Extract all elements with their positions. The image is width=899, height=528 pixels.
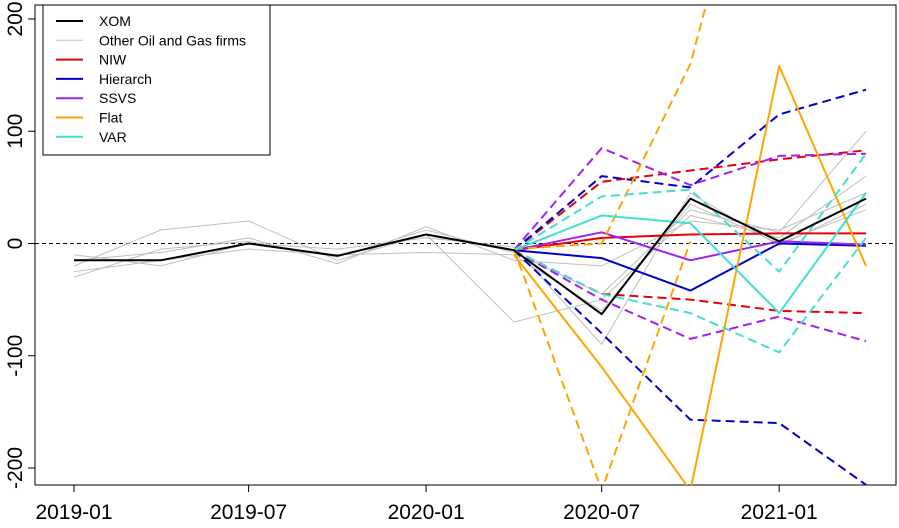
other-firm-line xyxy=(73,203,867,312)
legend-label: Other Oil and Gas firms xyxy=(99,32,246,48)
other-firm-line xyxy=(73,192,867,267)
x-tick-label: 2019-01 xyxy=(35,501,112,524)
y-tick-label: -200 xyxy=(4,447,27,489)
legend-label: NIW xyxy=(99,52,127,68)
flat-dashed-line xyxy=(513,5,708,251)
niw-dashed-line xyxy=(513,149,867,251)
flat-solid-line xyxy=(513,65,867,485)
ssvs-dashed-line xyxy=(513,147,867,251)
x-tick-label: 2019-07 xyxy=(210,501,287,524)
niw-solid-line xyxy=(513,232,866,252)
legend: XOM Other Oil and Gas firms NIW Hierarch SSV… xyxy=(42,4,271,156)
legend-label: Flat xyxy=(99,110,122,126)
x-tick-label: 2021-01 xyxy=(741,501,818,524)
series-lines xyxy=(73,5,867,485)
x-tick-label: 2020-01 xyxy=(388,501,465,524)
other-firm-line xyxy=(73,130,867,295)
var-dashed-line xyxy=(513,237,867,354)
legend-label: Hierarch xyxy=(99,71,152,87)
ssvs-solid-line xyxy=(513,231,867,262)
hierarch-dashed-line xyxy=(513,88,867,251)
y-tick-label: 100 xyxy=(4,114,27,149)
y-tick-label: 200 xyxy=(4,1,27,36)
legend-label: SSVS xyxy=(99,90,136,106)
xom-solid-line xyxy=(74,197,867,316)
x-axis: 2019-01 2019-07 2020-01 2020-07 2021-01 xyxy=(35,485,818,524)
y-tick-label: 0 xyxy=(4,238,27,250)
ssvs-dashed-line xyxy=(513,249,867,343)
plot-frame xyxy=(34,4,897,486)
legend-box xyxy=(42,4,271,156)
x-tick-label: 2020-07 xyxy=(563,501,640,524)
legend-label: XOM xyxy=(99,13,131,29)
niw-dashed-line xyxy=(513,249,867,315)
var-solid-line xyxy=(513,192,867,315)
y-tick-label: -100 xyxy=(4,335,27,377)
hierarch-solid-line xyxy=(513,242,867,292)
other-firm-line xyxy=(73,175,867,323)
hierarch-dashed-line xyxy=(513,249,867,485)
y-axis: -200 -100 0 100 200 xyxy=(4,1,35,489)
flat-dashed-line xyxy=(512,240,692,485)
legend-label: VAR xyxy=(99,129,127,145)
